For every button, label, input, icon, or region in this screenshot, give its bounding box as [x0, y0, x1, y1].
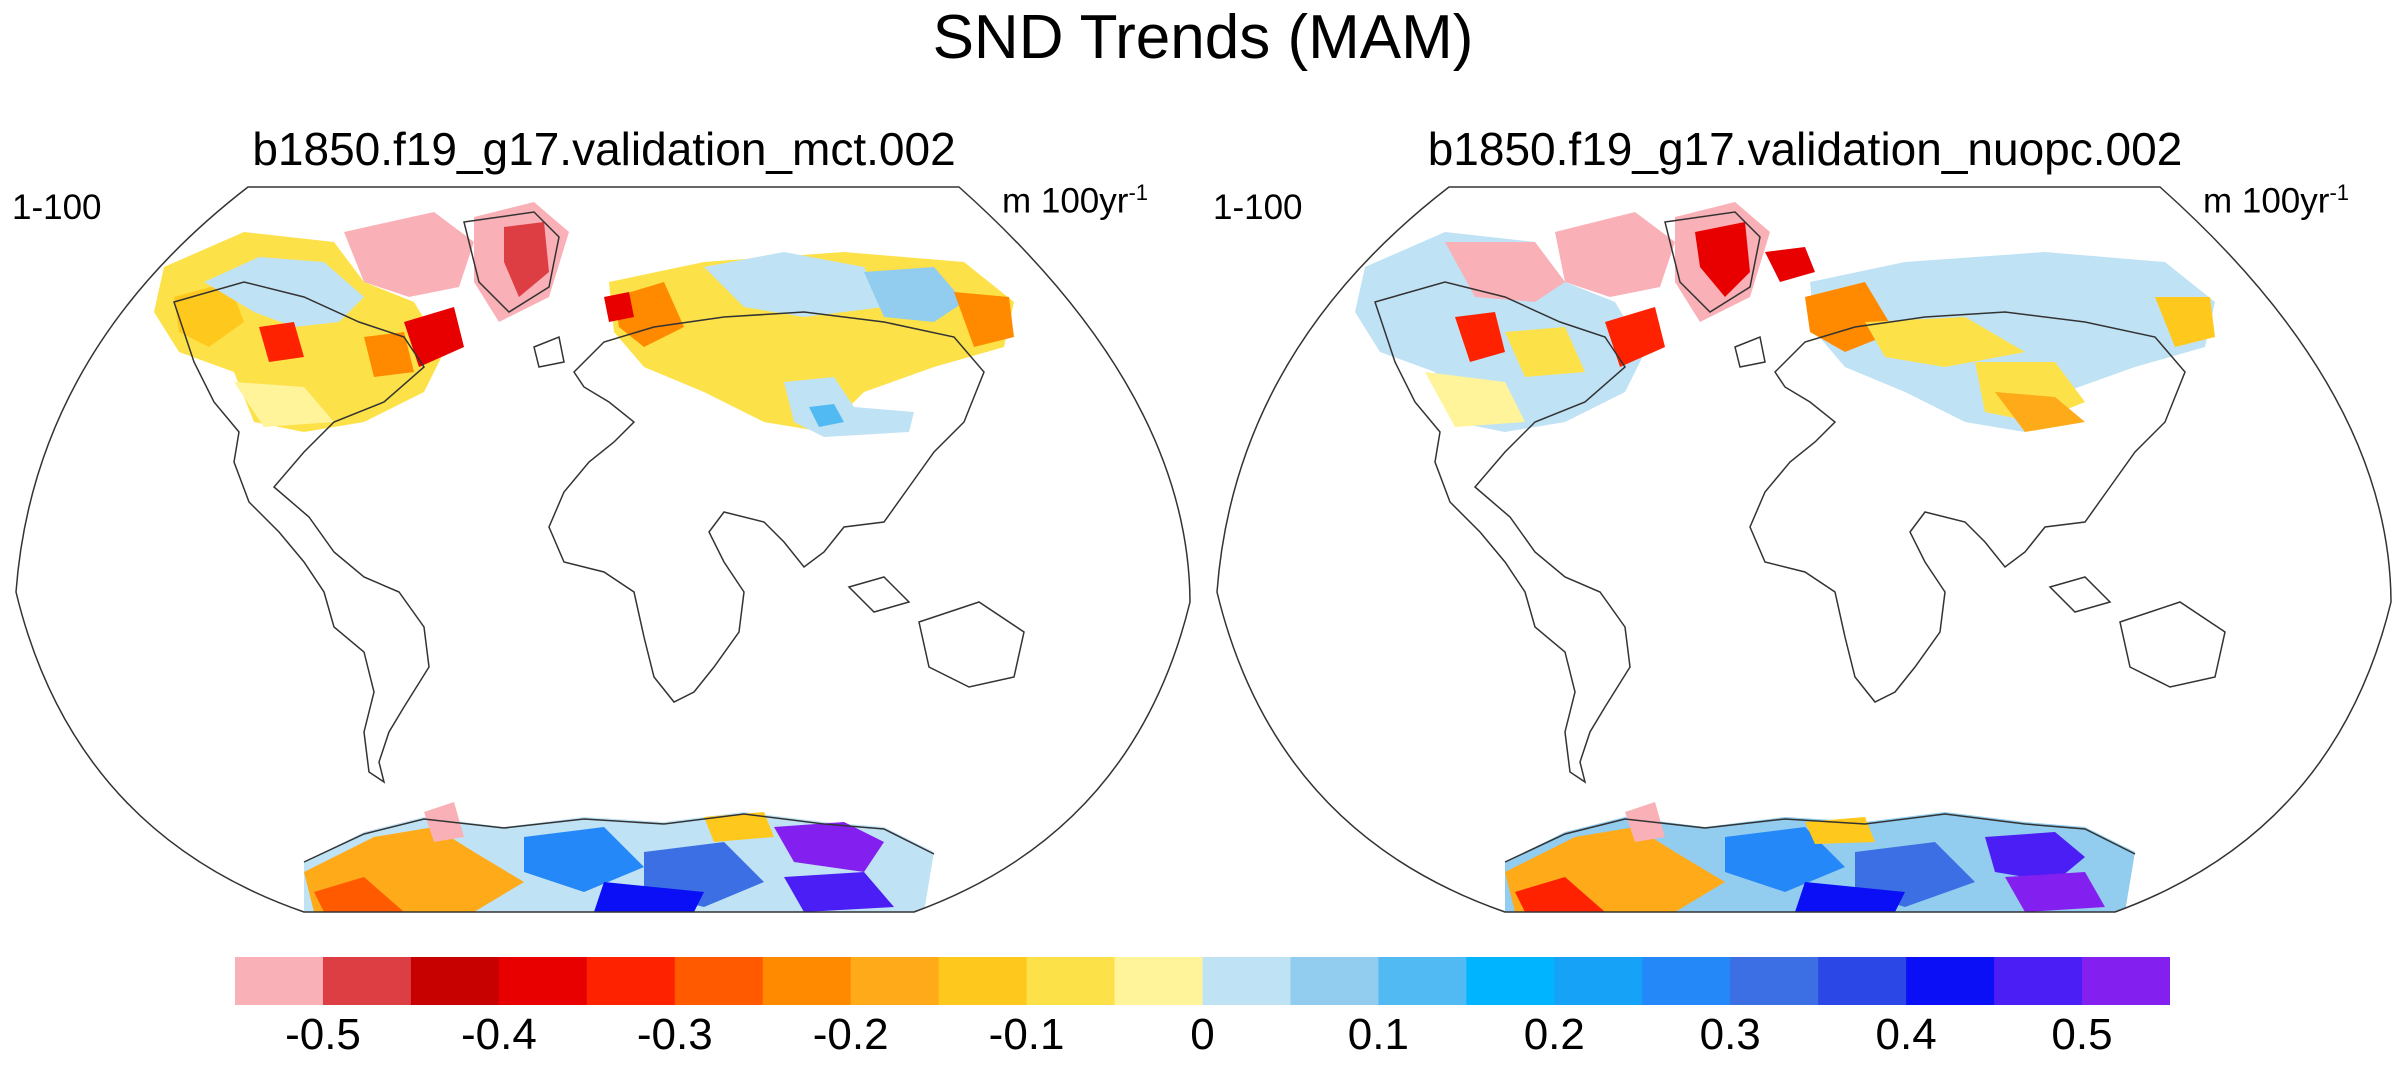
map-panel-mct: b1850.f19_g17.validation_mct.002 1-100 m…	[4, 122, 1204, 922]
colorbar-tick-label: 0.4	[1875, 1010, 1937, 1059]
colorbar-labels: -0.5 -0.4 -0.3 -0.2 -0.1 0 0.1 0.2 0.3 0.4 0.5	[0, 1010, 2406, 1065]
colorbar-swatch	[1378, 957, 1467, 1005]
colorbar-swatch	[850, 957, 940, 1005]
colorbar-swatch	[674, 957, 764, 1005]
colorbar-tick-label: 0.3	[1699, 1010, 1761, 1059]
colorbar-swatch	[1906, 957, 1995, 1005]
map-panel-nuopc: b1850.f19_g17.validation_nuopc.002 1-100…	[1205, 122, 2405, 922]
colorbar-swatch	[1202, 957, 1291, 1005]
panel-years-label: 1-100	[1213, 188, 1303, 227]
colorbar-swatch	[1290, 957, 1379, 1005]
colorbar-swatch	[322, 957, 412, 1005]
colorbar	[235, 957, 2170, 1005]
map-mct	[15, 186, 1191, 913]
colorbar-swatch	[410, 957, 500, 1005]
map-nuopc	[1216, 186, 2392, 913]
panel-title: b1850.f19_g17.validation_nuopc.002	[1427, 123, 2183, 175]
colorbar-swatch	[1642, 957, 1731, 1005]
colorbar-tick-label: 0	[1190, 1010, 1215, 1059]
colorbar-swatch	[1730, 957, 1819, 1005]
colorbar-swatch	[1026, 957, 1116, 1005]
colorbar-swatch	[235, 957, 324, 1005]
colorbar-tick-label: 0.5	[2051, 1010, 2113, 1059]
colorbar-tick-label: -0.1	[988, 1010, 1065, 1059]
colorbar-swatch	[1994, 957, 2083, 1005]
colorbar-swatch	[1114, 957, 1203, 1005]
colorbar-swatch	[2082, 957, 2170, 1005]
colorbar-tick-label: -0.4	[460, 1010, 537, 1059]
colorbar-swatch	[762, 957, 852, 1005]
colorbar-swatch	[1466, 957, 1555, 1005]
colorbar-swatch	[938, 957, 1028, 1005]
colorbar-tick-label: 0.2	[1523, 1010, 1585, 1059]
colorbar-tick-label: 0.1	[1347, 1010, 1409, 1059]
colorbar-swatch	[498, 957, 588, 1005]
panel-units-label: m 100yr-1	[1002, 180, 1148, 221]
colorbar-swatch	[1818, 957, 1907, 1005]
colorbar-tick-label: -0.2	[812, 1010, 889, 1059]
colorbar-tick-label: -0.3	[636, 1010, 713, 1059]
panel-years-label: 1-100	[12, 188, 102, 227]
panel-units-label: m 100yr-1	[2203, 180, 2349, 221]
figure-title: SND Trends (MAM)	[932, 3, 1474, 72]
colorbar-swatch	[1554, 957, 1643, 1005]
colorbar-swatch	[586, 957, 676, 1005]
colorbar-tick-label: -0.5	[285, 1010, 361, 1059]
panel-title: b1850.f19_g17.validation_mct.002	[252, 123, 956, 175]
